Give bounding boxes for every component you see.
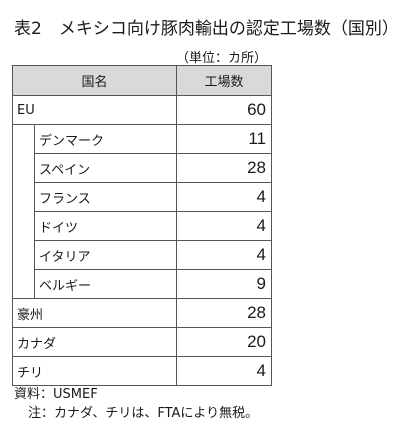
plant-count: 60 bbox=[176, 95, 273, 125]
plant-count: 28 bbox=[176, 153, 273, 183]
country-name: ドイツ bbox=[33, 211, 178, 241]
plant-count: 20 bbox=[176, 327, 273, 357]
country-name: スペイン bbox=[33, 153, 178, 183]
table-row: カナダ 20 bbox=[11, 327, 273, 357]
country-name: チリ bbox=[11, 356, 178, 386]
indent-spacer bbox=[12, 124, 35, 154]
country-name: フランス bbox=[33, 182, 178, 212]
table-row: 豪州 28 bbox=[11, 298, 273, 328]
plant-count: 4 bbox=[176, 356, 273, 386]
country-name: ベルギー bbox=[33, 269, 178, 299]
table-row-eu: EU 60 bbox=[11, 95, 273, 125]
table-row: フランス 4 bbox=[12, 182, 273, 212]
plant-count: 4 bbox=[176, 182, 273, 212]
country-name: カナダ bbox=[11, 327, 178, 357]
indent-spacer bbox=[12, 240, 35, 270]
header-plant-count: 工場数 bbox=[176, 65, 273, 96]
country-name: イタリア bbox=[33, 240, 178, 270]
country-name: 豪州 bbox=[11, 298, 178, 328]
document-title: 表2 メキシコ向け豚肉輸出の認定工場数（国別） bbox=[14, 19, 399, 39]
tariff-note: 注：カナダ、チリは、FTAにより無税。 bbox=[28, 406, 259, 421]
plant-count: 4 bbox=[176, 240, 273, 270]
plant-count-table: 国名 工場数 EU 60 デンマーク 11 スペイン 28 フランス 4 ドイツ… bbox=[11, 65, 273, 386]
country-name: デンマーク bbox=[33, 124, 178, 154]
plant-count: 28 bbox=[176, 298, 273, 328]
plant-count: 4 bbox=[176, 211, 273, 241]
table-row: イタリア 4 bbox=[12, 240, 273, 270]
table-row: デンマーク 11 bbox=[12, 124, 273, 154]
table-row: ベルギー 9 bbox=[12, 269, 273, 299]
table-row: ドイツ 4 bbox=[12, 211, 273, 241]
plant-count: 11 bbox=[176, 124, 273, 154]
indent-spacer bbox=[12, 269, 35, 299]
country-name: EU bbox=[11, 95, 178, 125]
indent-spacer bbox=[12, 211, 35, 241]
table-row: スペイン 28 bbox=[12, 153, 273, 183]
footnotes: 資料：USMEF 注：カナダ、チリは、FTAにより無税。 bbox=[14, 385, 258, 423]
plant-count: 9 bbox=[176, 269, 273, 299]
header-country: 国名 bbox=[11, 65, 178, 96]
indent-spacer bbox=[12, 182, 35, 212]
source-note: 資料：USMEF bbox=[14, 387, 98, 402]
table-header-row: 国名 工場数 bbox=[11, 65, 273, 96]
unit-label: （単位：カ所） bbox=[176, 51, 268, 66]
indent-spacer bbox=[12, 153, 35, 183]
table-row: チリ 4 bbox=[11, 356, 273, 386]
